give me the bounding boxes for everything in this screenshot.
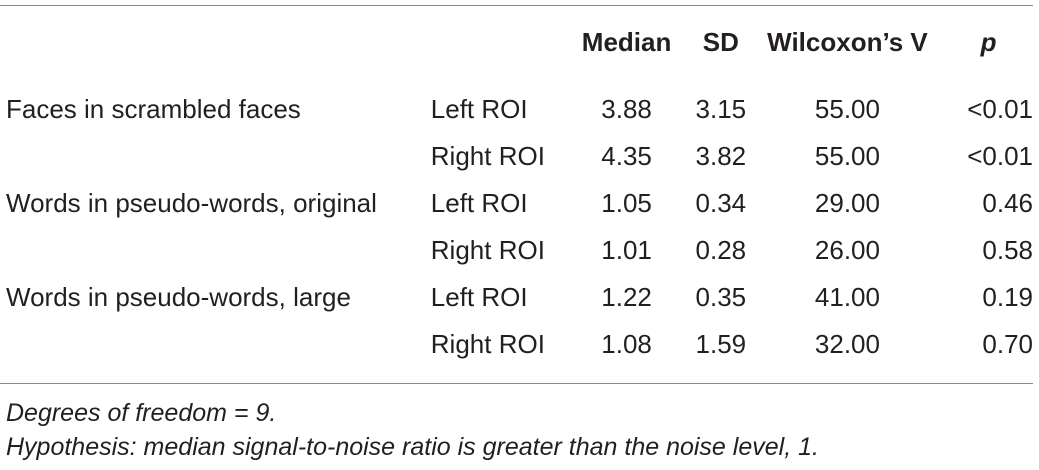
cell-sd: 0.34 (695, 187, 747, 218)
table-bottom-rule (0, 383, 1033, 384)
cell-p: 0.19 (982, 281, 1033, 312)
cell-p: 0.58 (982, 234, 1033, 265)
cell-roi: Left ROI (430, 187, 528, 218)
cell-sd: 0.35 (695, 281, 747, 312)
cell-p: 0.70 (982, 328, 1033, 359)
cell-sd: 1.59 (695, 328, 747, 359)
cell-wilcoxon: 41.00 (814, 281, 880, 312)
cell-condition (0, 226, 423, 273)
table-row: Right ROI 1.01 0.28 26.00 0.58 (0, 226, 1039, 273)
results-table: Median SD Wilcoxon’s V p Faces in scramb… (0, 20, 1039, 367)
cell-condition: Faces in scrambled faces (6, 93, 301, 124)
cell-condition (0, 132, 423, 179)
table-row: Right ROI 1.08 1.59 32.00 0.70 (0, 320, 1039, 367)
cell-median: 1.01 (601, 234, 652, 265)
footnote-hypothesis: Hypothesis: median signal-to-noise ratio… (6, 433, 819, 461)
header-roi (423, 20, 568, 64)
cell-wilcoxon: 26.00 (814, 234, 880, 265)
header-wilcoxon: Wilcoxon’s V (767, 27, 928, 57)
table-top-rule (0, 5, 1033, 6)
cell-sd: 3.15 (695, 93, 747, 124)
cell-p: <0.01 (967, 93, 1033, 124)
table-row: Right ROI 4.35 3.82 55.00 <0.01 (0, 132, 1039, 179)
footnote-degrees-of-freedom: Degrees of freedom = 9. (6, 399, 277, 427)
cell-condition: Words in pseudo-words, large (6, 281, 351, 312)
cell-roi: Left ROI (430, 281, 528, 312)
cell-p: <0.01 (967, 140, 1033, 171)
table-row: Words in pseudo-words, large Left ROI 1.… (0, 273, 1039, 320)
cell-wilcoxon: 55.00 (814, 140, 880, 171)
table-row: Words in pseudo-words, original Left ROI… (0, 179, 1039, 226)
header-p: p (980, 27, 997, 57)
cell-wilcoxon: 32.00 (814, 328, 880, 359)
cell-p: 0.46 (982, 187, 1033, 218)
cell-median: 3.88 (601, 93, 652, 124)
cell-roi: Left ROI (430, 93, 528, 124)
cell-sd: 0.28 (695, 234, 747, 265)
cell-condition (0, 320, 423, 367)
cell-median: 1.05 (601, 187, 652, 218)
cell-sd: 3.82 (695, 140, 747, 171)
table-footnotes: Degrees of freedom = 9. Hypothesis: medi… (6, 396, 819, 464)
cell-median: 4.35 (601, 140, 652, 171)
header-sd: SD (702, 27, 739, 57)
cell-median: 1.22 (601, 281, 652, 312)
cell-median: 1.08 (601, 328, 652, 359)
cell-roi: Right ROI (430, 140, 545, 171)
header-median: Median (581, 27, 672, 57)
cell-roi: Right ROI (430, 328, 545, 359)
table-row: Faces in scrambled faces Left ROI 3.88 3… (0, 85, 1039, 132)
header-condition (0, 20, 423, 64)
cell-wilcoxon: 29.00 (814, 187, 880, 218)
cell-wilcoxon: 55.00 (814, 93, 880, 124)
table-header-row: Median SD Wilcoxon’s V p (0, 20, 1039, 64)
cell-roi: Right ROI (430, 234, 545, 265)
cell-condition: Words in pseudo-words, original (6, 187, 377, 218)
